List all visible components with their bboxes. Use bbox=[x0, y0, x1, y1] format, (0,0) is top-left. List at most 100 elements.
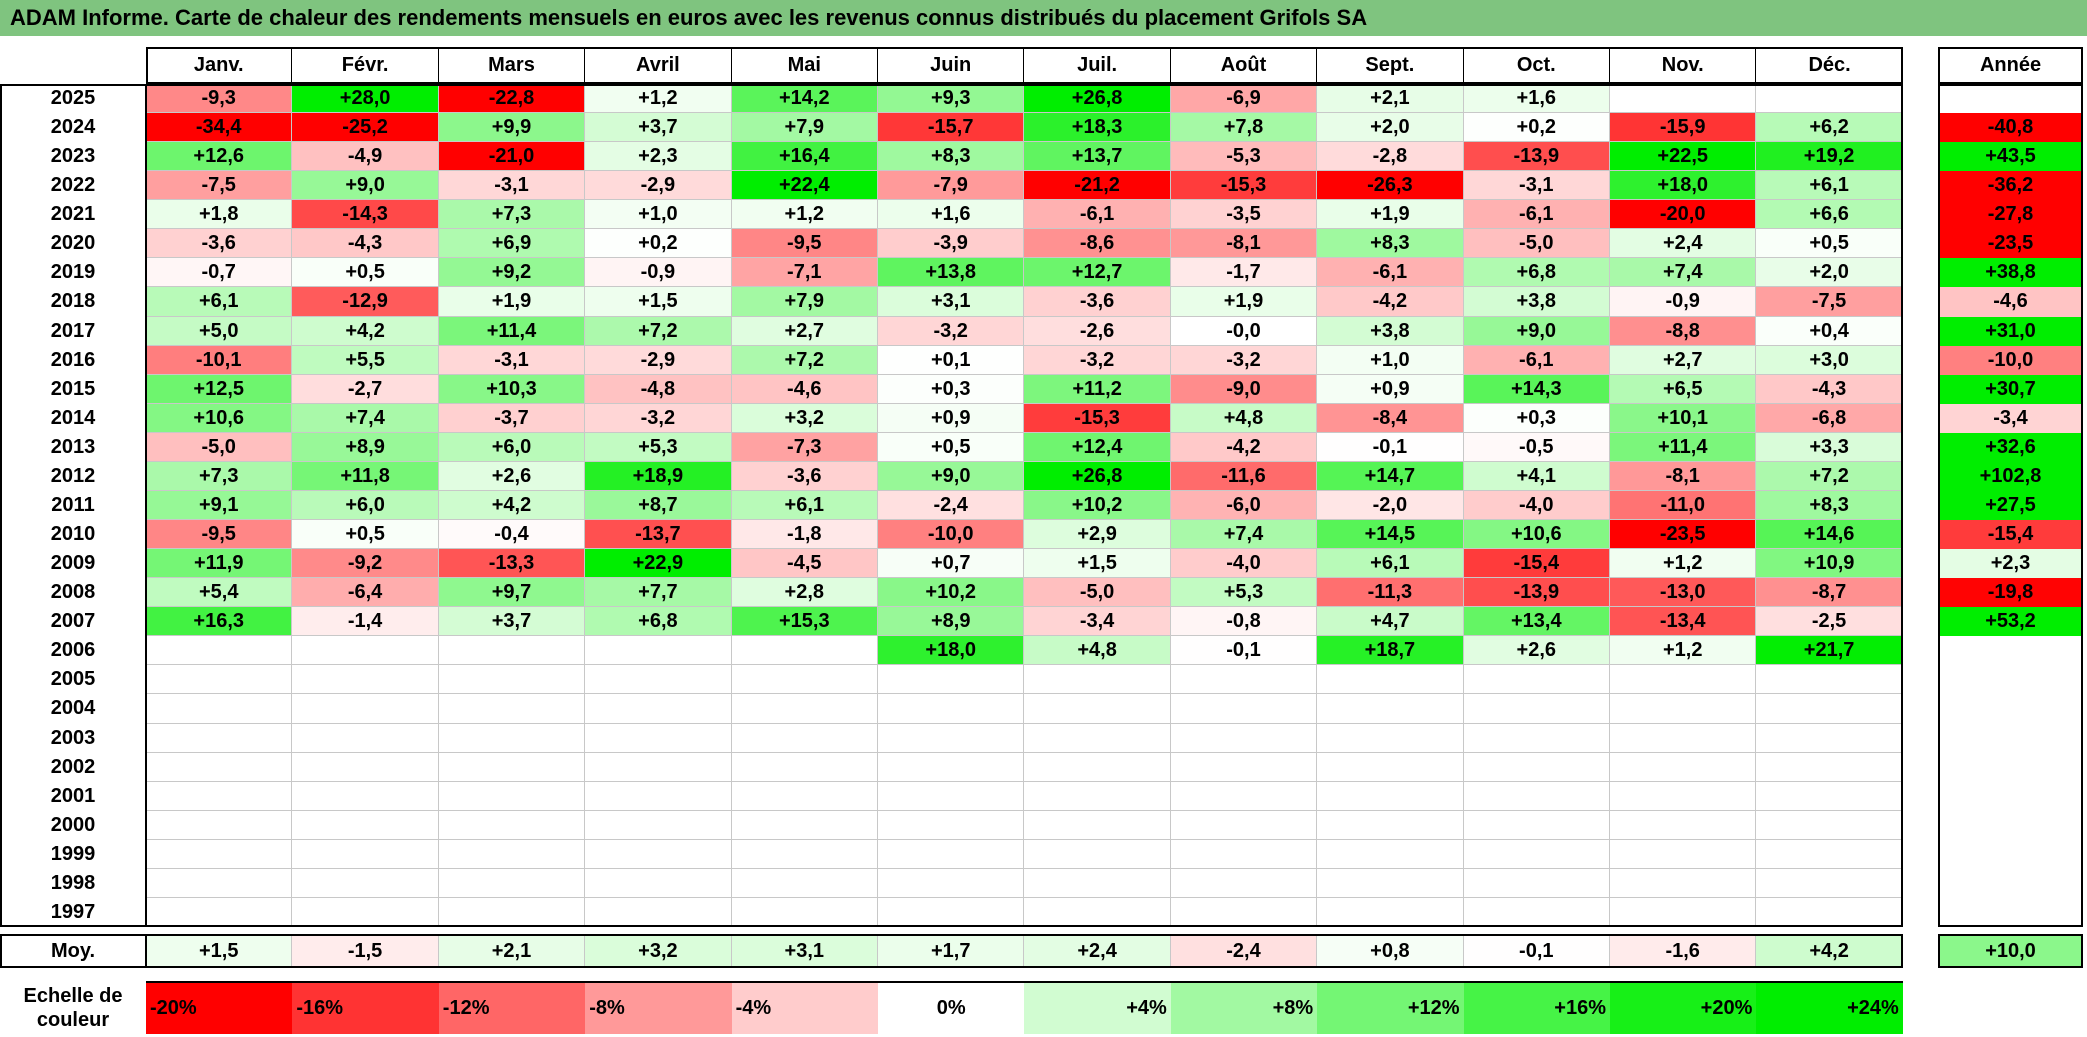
heatmap-cell bbox=[1610, 694, 1757, 724]
heatmap-cell: -1,7 bbox=[1170, 258, 1318, 288]
heatmap-cell: +0,9 bbox=[878, 403, 1025, 433]
heatmap-cell: +8,3 bbox=[1317, 229, 1464, 259]
heatmap-cell bbox=[1756, 723, 1903, 753]
heatmap-cell: +6,5 bbox=[1610, 374, 1757, 404]
heatmap-cell bbox=[146, 694, 293, 724]
heatmap-cell bbox=[292, 897, 439, 928]
heatmap-cell bbox=[1024, 839, 1171, 869]
heatmap-cell bbox=[1756, 868, 1903, 898]
month-header: Juil. bbox=[1024, 47, 1171, 83]
heatmap-cell bbox=[1317, 810, 1464, 840]
heatmap-cell: -9,5 bbox=[731, 229, 878, 259]
heatmap-cell bbox=[292, 839, 439, 869]
heatmap-cell: +7,3 bbox=[146, 461, 293, 491]
heatmap-cell: +9,0 bbox=[292, 171, 439, 201]
month-header: Déc. bbox=[1756, 47, 1903, 83]
heatmap-cell bbox=[1024, 723, 1171, 753]
average-cell: -1,5 bbox=[292, 934, 439, 968]
heatmap-cell: -9,3 bbox=[146, 84, 293, 114]
heatmap-cell: -0,9 bbox=[1610, 287, 1757, 317]
heatmap-cell: +10,6 bbox=[1463, 520, 1610, 550]
heatmap-cell: -7,1 bbox=[731, 258, 878, 288]
heatmap-cell: -3,2 bbox=[585, 403, 732, 433]
heatmap-cell bbox=[731, 839, 878, 869]
heatmap-cell bbox=[585, 636, 732, 666]
heatmap-cell: +16,3 bbox=[146, 607, 293, 637]
heatmap-cell: +13,7 bbox=[1024, 142, 1171, 172]
annual-cell bbox=[1938, 868, 2083, 898]
heatmap-cell bbox=[292, 694, 439, 724]
heatmap-cell: +10,6 bbox=[146, 403, 293, 433]
heatmap-cell bbox=[438, 636, 586, 666]
heatmap-cell: -10,1 bbox=[146, 345, 293, 375]
heatmap-cell: -2,5 bbox=[1756, 607, 1903, 637]
heatmap-cell bbox=[1024, 781, 1171, 811]
heatmap-cell: -5,0 bbox=[146, 432, 293, 462]
heatmap-cell: -0,9 bbox=[585, 258, 732, 288]
heatmap-cell bbox=[1317, 665, 1464, 695]
heatmap-cell: +1,9 bbox=[1170, 287, 1318, 317]
heatmap-cell: -15,9 bbox=[1610, 113, 1757, 143]
heatmap-cell bbox=[438, 665, 586, 695]
heatmap-cell bbox=[1024, 694, 1171, 724]
year-label: 2014 bbox=[0, 403, 146, 433]
heatmap-cell: +0,3 bbox=[1463, 403, 1610, 433]
color-scale-swatch: +8% bbox=[1170, 982, 1318, 1034]
heatmap-cell: +7,8 bbox=[1170, 113, 1318, 143]
heatmap-cell bbox=[1756, 752, 1903, 782]
year-label: 2000 bbox=[0, 810, 146, 840]
legend-top-line bbox=[146, 981, 1903, 983]
heatmap-cell: -23,5 bbox=[1610, 520, 1757, 550]
heatmap-cell: -9,5 bbox=[146, 520, 293, 550]
heatmap-cell: -4,9 bbox=[292, 142, 439, 172]
heatmap-cell bbox=[1610, 868, 1757, 898]
heatmap-cell: +14,3 bbox=[1463, 374, 1610, 404]
heatmap-cell: +6,8 bbox=[1463, 258, 1610, 288]
year-label: 2013 bbox=[0, 432, 146, 462]
heatmap-cell: +18,0 bbox=[1610, 171, 1757, 201]
annual-cell: +31,0 bbox=[1938, 316, 2083, 346]
heatmap-cell bbox=[878, 810, 1025, 840]
heatmap-cell: -21,0 bbox=[438, 142, 586, 172]
heatmap-cell: +0,5 bbox=[878, 432, 1025, 462]
annual-cell bbox=[1938, 810, 2083, 840]
heatmap-cell bbox=[731, 694, 878, 724]
year-label: 1998 bbox=[0, 868, 146, 898]
year-label: 2001 bbox=[0, 781, 146, 811]
heatmap-cell bbox=[1024, 810, 1171, 840]
heatmap-cell bbox=[1024, 897, 1171, 928]
heatmap-cell bbox=[1170, 723, 1318, 753]
average-divider bbox=[145, 934, 147, 968]
heatmap-cell: +28,0 bbox=[292, 84, 439, 114]
month-header: Avril bbox=[585, 47, 732, 83]
heatmap-cell bbox=[1756, 665, 1903, 695]
month-header: Mars bbox=[438, 47, 586, 83]
heatmap-cell: +5,4 bbox=[146, 578, 293, 608]
heatmap-cell bbox=[1317, 694, 1464, 724]
heatmap-cell: -8,7 bbox=[1756, 578, 1903, 608]
heatmap-cell bbox=[438, 752, 586, 782]
average-cell: -2,4 bbox=[1170, 934, 1318, 968]
annual-cell: +2,3 bbox=[1938, 549, 2083, 579]
heatmap-cell: -2,9 bbox=[585, 171, 732, 201]
heatmap-cell bbox=[878, 752, 1025, 782]
heatmap-cell: -10,0 bbox=[878, 520, 1025, 550]
heatmap-cell: +1,9 bbox=[438, 287, 586, 317]
heatmap-cell: -2,7 bbox=[292, 374, 439, 404]
heatmap-table: Janv. Févr. Mars Avril Mai Juin Juil. Août Sept.… bbox=[0, 47, 2087, 1037]
heatmap-cell bbox=[1170, 752, 1318, 782]
year-label: 2002 bbox=[0, 752, 146, 782]
heatmap-cell: +6,9 bbox=[438, 229, 586, 259]
heatmap-cell: +11,2 bbox=[1024, 374, 1171, 404]
heatmap-cell: +11,9 bbox=[146, 549, 293, 579]
heatmap-cell bbox=[1463, 781, 1610, 811]
year-label: 2005 bbox=[0, 665, 146, 695]
heatmap-cell bbox=[292, 665, 439, 695]
heatmap-cell: +0,2 bbox=[1463, 113, 1610, 143]
heatmap-cell bbox=[878, 897, 1025, 928]
annual-cell bbox=[1938, 839, 2083, 869]
color-scale-swatch: -16% bbox=[292, 982, 439, 1034]
heatmap-cell: +22,4 bbox=[731, 171, 878, 201]
color-scale-swatch: +24% bbox=[1756, 982, 1903, 1034]
heatmap-cell: -5,0 bbox=[1463, 229, 1610, 259]
